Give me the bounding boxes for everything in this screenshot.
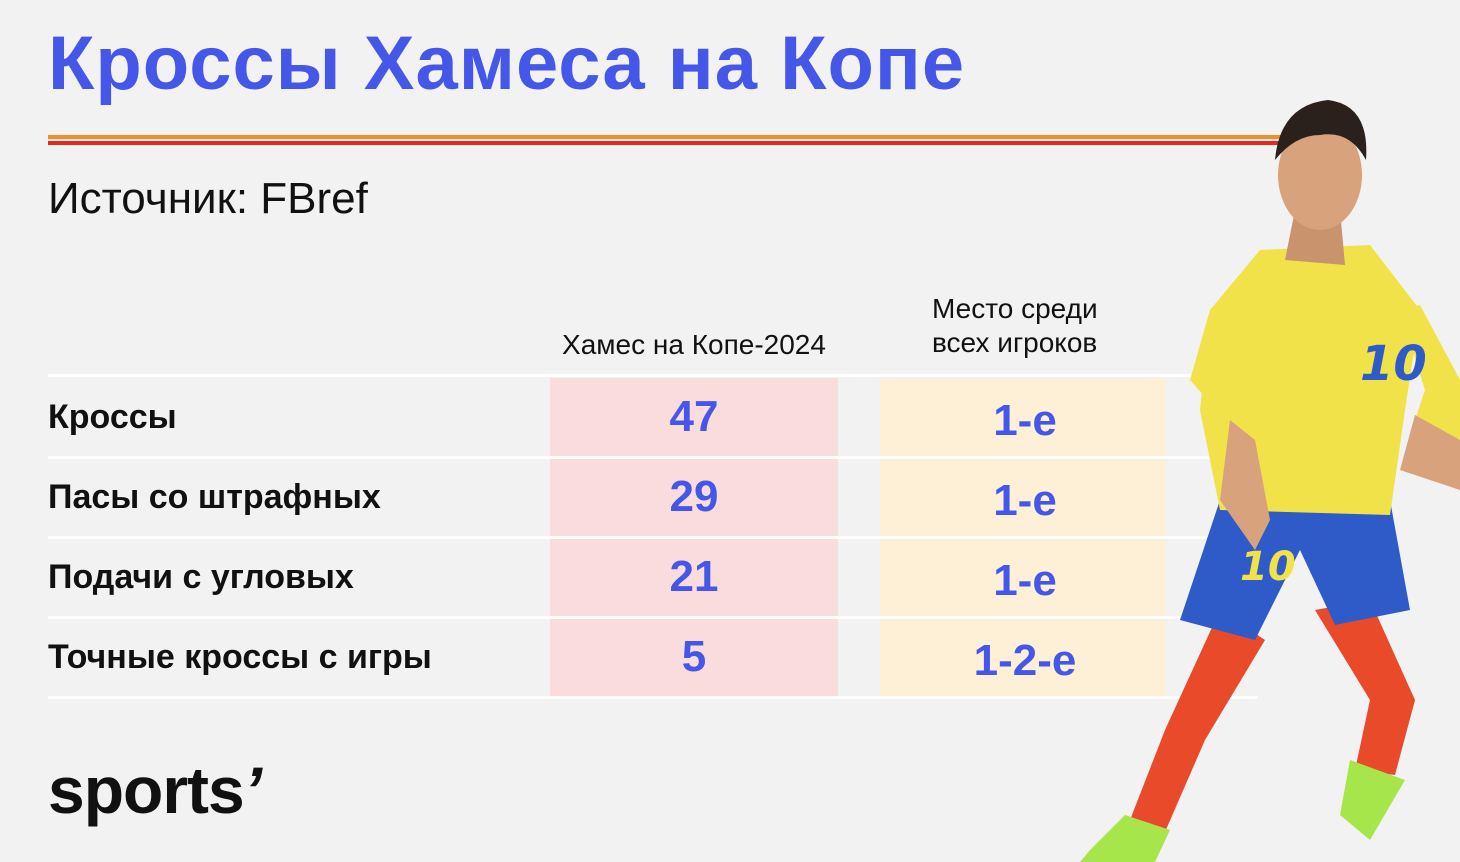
logo-mark: ’: [243, 753, 262, 827]
row-label: Кроссы: [48, 398, 177, 436]
row-label: Пасы со штрафных: [48, 478, 381, 516]
row-label: Подачи с угловых: [48, 558, 354, 596]
red-rule: [48, 141, 1338, 145]
logo-text: sports: [48, 753, 245, 827]
row-divider: [48, 374, 1258, 377]
row-label: Точные кроссы с игры: [48, 638, 432, 676]
football-player-icon: 10 10: [1080, 100, 1460, 862]
column-header-value: Хамес на Копе-2024: [562, 329, 826, 360]
row-rank: 1-е: [993, 476, 1057, 525]
column-header-rank: Место среди всех игроков: [932, 293, 1098, 358]
row-value: 21: [669, 552, 719, 601]
row-rank: 1-2-е: [973, 636, 1077, 685]
row-value: 5: [681, 632, 707, 681]
sports-logo: sports’: [48, 752, 262, 828]
row-divider: [48, 696, 1258, 699]
svg-text:10: 10: [1360, 336, 1427, 392]
source-label: Источник: FBref: [48, 174, 368, 223]
row-divider: [48, 536, 1258, 539]
page-title: Кроссы Хамеса на Копе: [48, 21, 966, 106]
row-divider: [48, 616, 1258, 619]
row-divider: [48, 456, 1258, 459]
svg-text:10: 10: [1240, 544, 1296, 590]
row-rank: 1-е: [993, 396, 1057, 445]
row-value: 47: [669, 392, 719, 441]
row-value: 29: [669, 472, 719, 521]
row-rank: 1-е: [993, 556, 1057, 605]
orange-rule: [48, 135, 1338, 139]
